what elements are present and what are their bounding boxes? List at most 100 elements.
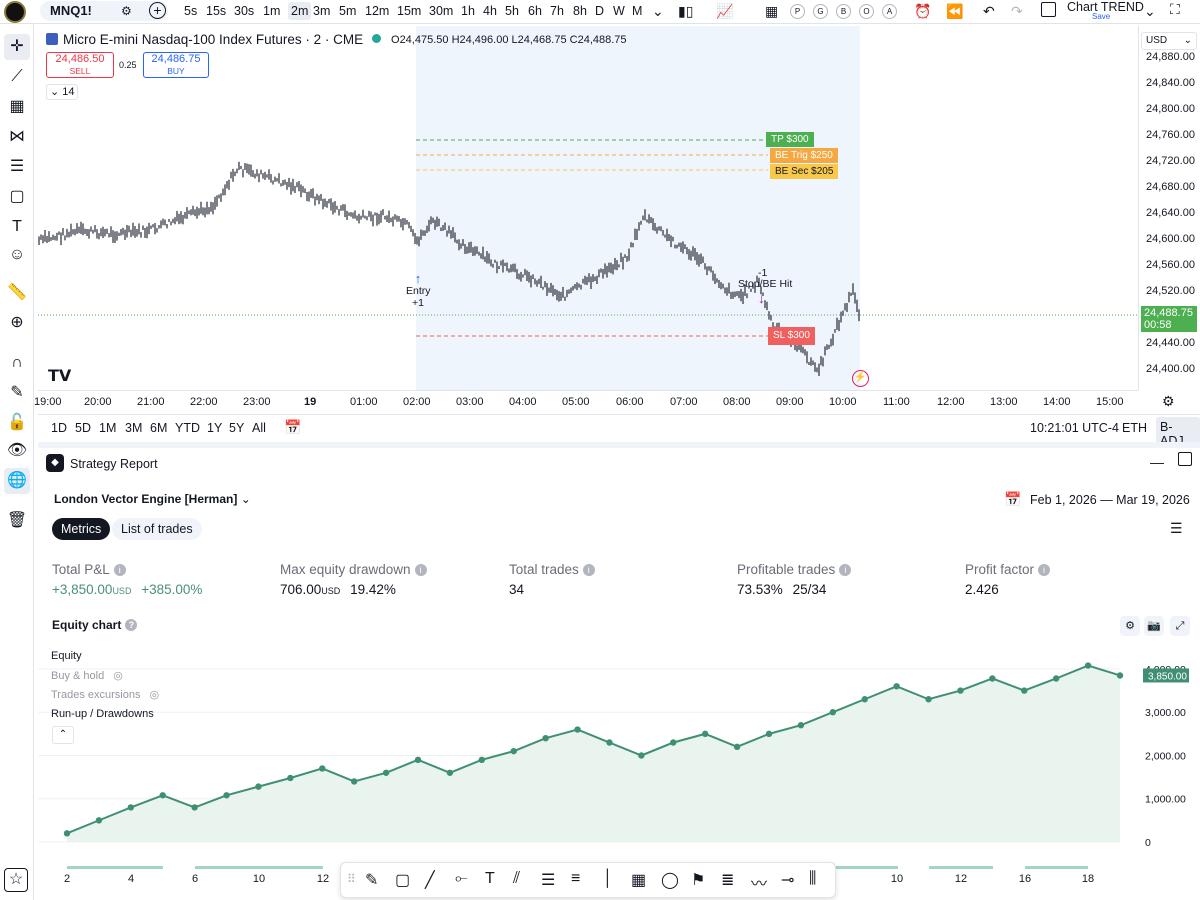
horizontal-ray-icon[interactable]: ⟜ <box>455 870 468 887</box>
layout-name[interactable]: Chart TREND <box>1067 0 1144 14</box>
layout-icon[interactable] <box>1041 2 1056 17</box>
range-5Y[interactable]: 5Y <box>229 421 245 435</box>
eye-icon[interactable]: 👁 <box>6 442 28 459</box>
trend-line-icon[interactable]: ⟋ <box>11 68 23 85</box>
pattern-icon[interactable]: ⋈ <box>9 128 25 145</box>
indicator-shortcut-A[interactable]: A <box>882 4 897 19</box>
maximize-icon[interactable] <box>1178 452 1192 466</box>
redo-icon[interactable]: ↷ <box>1011 3 1023 19</box>
lightning-icon[interactable]: ⚡ <box>852 370 869 387</box>
price-axis[interactable]: USD ⌄ 24,880.00 24,840.00 24,800.00 24,760.… <box>1138 26 1200 390</box>
profile-avatar[interactable] <box>4 1 26 23</box>
measure-icon[interactable]: ⊸ <box>781 872 795 889</box>
range-5D[interactable]: 5D <box>75 421 91 435</box>
timeframe-4h[interactable]: 4h <box>483 4 497 18</box>
channel-icon[interactable]: ⫽ <box>513 870 521 887</box>
calendar-icon[interactable]: 📅 <box>1004 491 1022 507</box>
chart-settings-icon[interactable]: ⚙ <box>1120 616 1140 636</box>
replay-icon[interactable]: ⏪ <box>946 3 964 19</box>
star-icon[interactable]: ☆ <box>4 868 28 892</box>
indicator-shortcut-P[interactable]: P <box>790 4 805 19</box>
fib-icon[interactable]: ☰ <box>541 872 556 889</box>
date-range[interactable]: Feb 1, 2026 — Mar 19, 2026 <box>1030 493 1190 507</box>
layout-menu-chevron-icon[interactable]: ⌄ <box>1144 3 1156 19</box>
circle-icon[interactable]: ◯ <box>661 872 679 889</box>
sl-label[interactable]: SL $300 <box>768 327 815 345</box>
time-axis[interactable]: 19:00 20:00 21:00 22:00 23:00 19 01:00 02:00 03:… <box>34 390 1175 412</box>
range-1Y[interactable]: 1Y <box>207 421 223 435</box>
zoom-in-icon[interactable]: ⊕ <box>10 314 24 331</box>
legend-equity[interactable]: Equity <box>51 650 82 662</box>
indicator-shortcut-O[interactable]: O <box>859 4 874 19</box>
be-sec-label[interactable]: BE Sec $205 <box>770 164 839 179</box>
range-All[interactable]: All <box>252 421 266 435</box>
emoji-icon[interactable]: ☺ <box>8 246 26 263</box>
timeframe-8h[interactable]: 8h <box>573 4 587 18</box>
sell-button[interactable]: 24,486.50 SELL <box>46 52 114 78</box>
timeframe-M[interactable]: M <box>632 4 643 18</box>
range-1M[interactable]: 1M <box>99 421 117 435</box>
range-YTD[interactable]: YTD <box>175 421 200 435</box>
timeframe-7h[interactable]: 7h <box>550 4 564 18</box>
timeframe-15s[interactable]: 15s <box>206 4 227 18</box>
alert-icon[interactable]: ⏰ <box>914 3 932 19</box>
timeframe-5m[interactable]: 5m <box>339 4 357 18</box>
buy-button[interactable]: 24,486.75 BUY <box>143 52 209 78</box>
layouts-icon[interactable]: ▦ <box>765 3 779 19</box>
lock-icon[interactable]: 🔓 <box>7 414 27 431</box>
legend-excursions[interactable]: Trades excursions ◎ <box>51 688 159 701</box>
clock-time[interactable]: 10:21:01 UTC-4 <box>1030 421 1119 435</box>
eye-off-icon[interactable]: ◎ <box>113 670 123 682</box>
range-3M[interactable]: 3M <box>125 421 143 435</box>
parallel-icon[interactable]: ≡ <box>571 870 581 887</box>
shape-icon[interactable]: ▢ <box>9 188 25 205</box>
tp-label[interactable]: TP $300 <box>766 132 814 147</box>
range-6M[interactable]: 6M <box>150 421 168 435</box>
currency-select[interactable]: USD ⌄ <box>1141 32 1197 50</box>
drag-handle-icon[interactable]: ⠿ <box>347 872 356 886</box>
grid-icon[interactable]: ▦ <box>631 872 647 889</box>
timeframe-W[interactable]: W <box>613 4 625 18</box>
lock-drawing-icon[interactable]: ✎ <box>10 384 24 401</box>
brush-icon[interactable]: ✎ <box>365 872 379 889</box>
indicators-toggle[interactable]: ⌄ 14 <box>46 84 78 100</box>
timeframe-6h[interactable]: 6h <box>528 4 542 18</box>
forecast-icon[interactable]: ☰ <box>9 158 25 175</box>
tab-metrics[interactable]: Metrics <box>52 518 111 540</box>
globe-icon[interactable]: 🌐 <box>4 468 30 494</box>
price-chart[interactable]: Micro E-mini Nasdaq-100 Index Futures · … <box>38 26 1138 390</box>
timeframe-30m[interactable]: 30m <box>429 4 454 18</box>
candles-icon[interactable]: ▮▯ <box>678 3 694 19</box>
indicator-shortcut-B[interactable]: B <box>836 4 851 19</box>
fib-grid-icon[interactable]: ▦ <box>9 98 25 115</box>
range-1D[interactable]: 1D <box>51 421 67 435</box>
timeframe-30s[interactable]: 30s <box>234 4 255 18</box>
bars-pattern-icon[interactable]: ⫼ <box>809 870 817 887</box>
flag-icon[interactable]: ⚑ <box>691 872 706 889</box>
timeframe-1m[interactable]: 1m <box>263 4 281 18</box>
timeframe-15m[interactable]: 15m <box>397 4 422 18</box>
symbol-search[interactable]: MNQ1! <box>40 1 168 21</box>
crosshair-icon[interactable]: ✛ <box>4 34 30 60</box>
info-icon[interactable]: i <box>839 564 852 576</box>
indicator-shortcut-G[interactable]: G <box>813 4 828 19</box>
strategy-name[interactable]: London Vector Engine [Herman] ⌄ <box>54 492 251 506</box>
axis-settings-icon[interactable]: ⚙ <box>1162 393 1175 409</box>
legend-buy-hold[interactable]: Buy & hold ◎ <box>51 669 123 682</box>
collapse-legend-icon[interactable]: ⌃ <box>52 726 74 744</box>
timeframe-12m[interactable]: 12m <box>365 4 390 18</box>
info-icon[interactable]: i <box>582 564 595 576</box>
undo-icon[interactable]: ↶ <box>983 3 995 19</box>
symbol-options-icon[interactable]: ⚙ <box>121 4 132 18</box>
long-position-icon[interactable]: ≣ <box>721 872 735 889</box>
info-icon[interactable]: i <box>1038 564 1051 576</box>
info-icon[interactable]: ? <box>125 619 138 631</box>
goto-date-icon[interactable]: 📅 <box>284 419 302 435</box>
timeframe-5s[interactable]: 5s <box>184 4 198 18</box>
chevron-down-icon[interactable]: ⌄ <box>652 3 664 19</box>
eye-off-icon[interactable]: ◎ <box>149 689 160 701</box>
fullscreen-icon[interactable]: ⛶ <box>1170 1 1180 17</box>
legend-runup[interactable]: Run-up / Drawdowns <box>51 708 154 720</box>
save-label[interactable]: Save <box>1092 12 1111 21</box>
be-trig-label[interactable]: BE Trig $250 <box>770 148 838 163</box>
